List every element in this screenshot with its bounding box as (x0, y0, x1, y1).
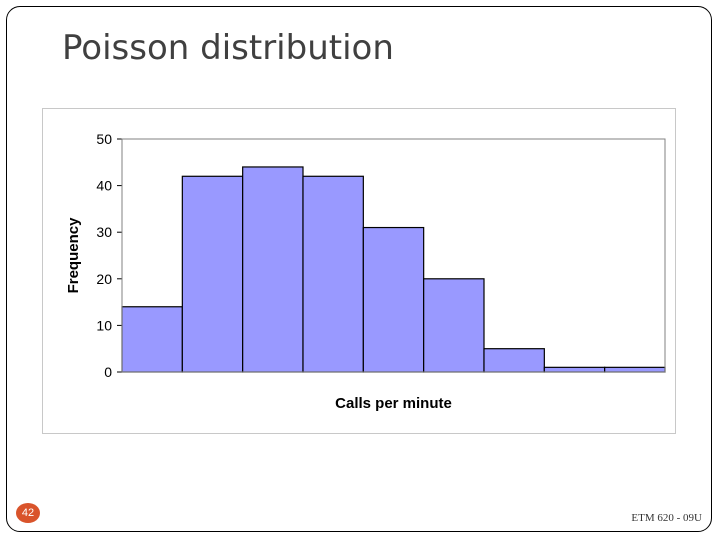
chart-container: 0 10 20 30 40 50 Frequency Calls per minute (42, 108, 676, 434)
y-tick-label: 40 (96, 178, 112, 194)
slide-title: Poisson distribution (62, 28, 394, 68)
y-axis-label: Frequency (65, 217, 82, 294)
histogram-bar (362, 226, 425, 373)
histogram-chart: 0 10 20 30 40 50 Frequency Calls per minute (65, 131, 666, 412)
y-tick-label: 30 (96, 224, 112, 240)
histogram-bar (242, 166, 304, 373)
histogram-bar (543, 366, 606, 373)
histogram-bar (604, 366, 666, 373)
histogram-bar (302, 175, 364, 373)
page-number-badge: 42 (16, 503, 40, 523)
x-axis-label: Calls per minute (335, 395, 452, 412)
histogram-bar (423, 278, 485, 373)
y-axis-ticks: 0 10 20 30 40 50 (96, 131, 122, 380)
histogram-bar (181, 175, 244, 373)
histogram-bar (483, 348, 545, 373)
footer-course-label: ETM 620 - 09U (631, 512, 702, 524)
y-tick-label: 0 (104, 364, 112, 380)
plot-area-border (121, 138, 666, 373)
y-tick-label: 20 (96, 271, 112, 287)
y-tick-label: 10 (96, 317, 112, 333)
slide-frame (6, 6, 712, 532)
y-tick-label: 50 (96, 131, 112, 147)
histogram-bar (121, 306, 183, 373)
histogram-bars (121, 166, 666, 373)
